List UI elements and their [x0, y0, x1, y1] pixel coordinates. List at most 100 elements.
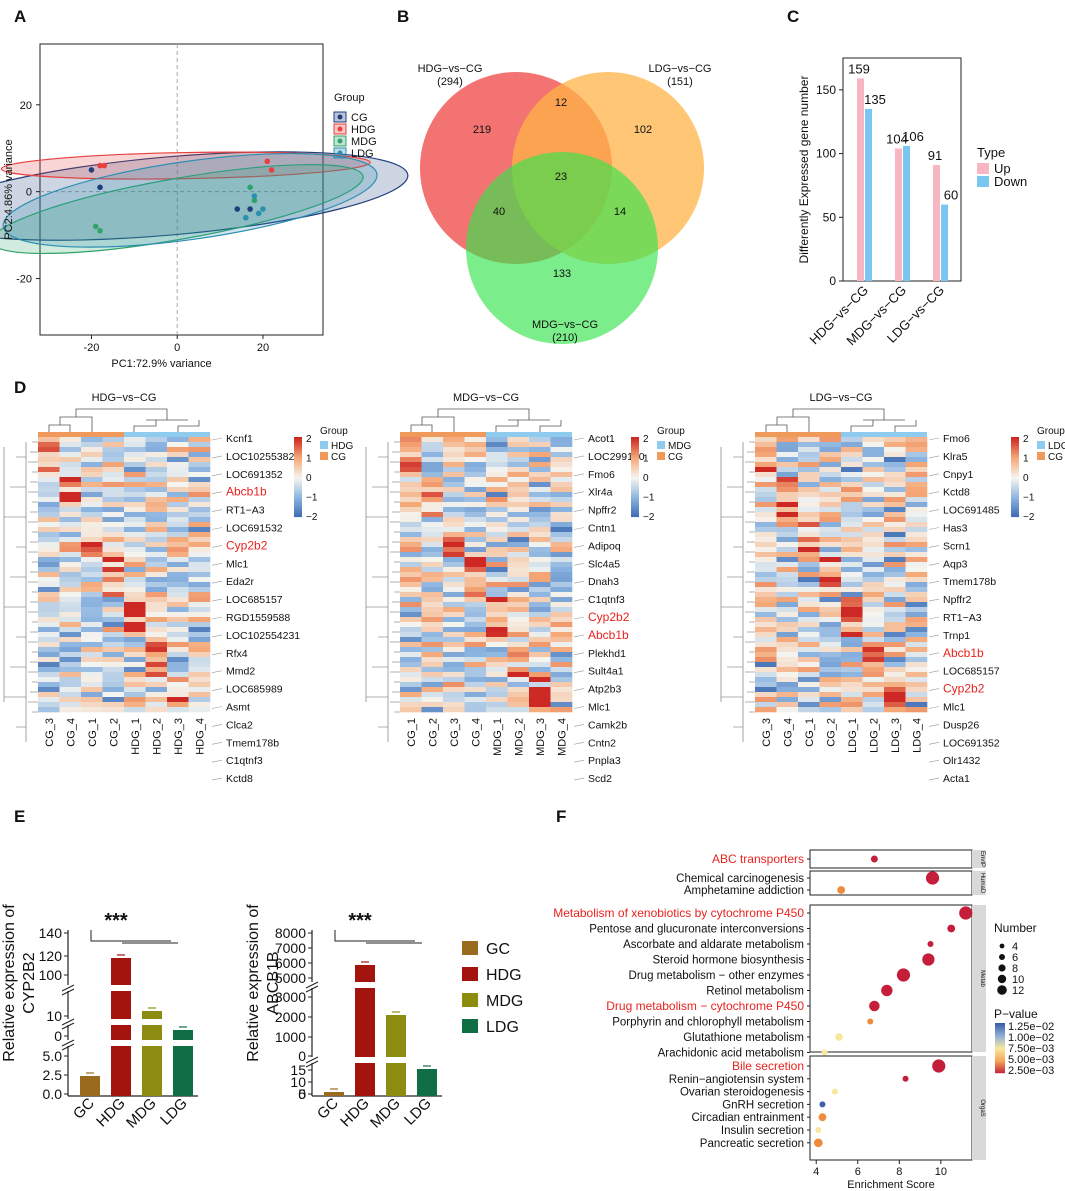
color-scale-step [294, 461, 302, 464]
heatmap-cell [124, 447, 146, 453]
gene-connector [211, 759, 223, 763]
column-label: MDG_1 [492, 718, 504, 756]
heatmap-cell [59, 592, 82, 598]
gene-label: Cyp2b2 [226, 538, 268, 552]
heatmap-cell [841, 507, 863, 513]
heatmap-cell [798, 482, 820, 488]
heatmap-cell [167, 577, 189, 583]
heatmap-cell [81, 682, 103, 688]
venn-set-size-mdg: (210) [552, 332, 578, 344]
heatmap-cell [102, 492, 125, 498]
heatmap-cell [776, 602, 799, 608]
heatmap-cell [776, 477, 799, 483]
heatmap-cell [124, 607, 146, 613]
heatmap-cell [464, 697, 487, 703]
heatmap-cell [443, 577, 465, 583]
heatmap-cell [188, 437, 211, 443]
heatmap-cell [38, 467, 60, 473]
heatmap-cell [400, 707, 422, 713]
color-scale-step [1011, 451, 1019, 454]
color-legend-step [995, 1061, 1005, 1063]
color-legend-step [995, 1034, 1005, 1036]
heatmap-cell [421, 502, 444, 508]
gene-connector [928, 580, 940, 584]
group-bar-cell [188, 432, 210, 437]
heatmap-cell [102, 642, 125, 648]
heatmap-cell [421, 542, 444, 548]
color-scale-step [1011, 473, 1019, 476]
heatmap-cell [905, 477, 928, 483]
heatmap-cell [59, 477, 82, 483]
gene-label: Mlc1 [226, 558, 248, 570]
row-dendrogram [720, 441, 755, 742]
heatmap-cell [38, 442, 60, 448]
heatmap-cell [443, 602, 465, 608]
heatmap-cell [400, 687, 422, 693]
heatmap-cell [421, 657, 444, 663]
heatmap-cell [59, 637, 82, 643]
color-scale-step [294, 481, 302, 484]
heatmap-cell [755, 562, 777, 568]
heatmap-cell [529, 562, 551, 568]
heatmap-cell [124, 547, 146, 553]
column-label: CG_1 [406, 718, 418, 747]
heatmap-cell [59, 557, 82, 563]
heatmap-cell [145, 487, 168, 493]
gene-label: LOC102553828 [226, 451, 300, 463]
y-tick-label: 2.5 [43, 1067, 63, 1083]
heatmap-cell [188, 702, 211, 708]
heatmap-cell [755, 467, 777, 473]
heatmap-cell [798, 547, 820, 553]
heatmap-cell [81, 582, 103, 588]
heatmap-cell [550, 572, 573, 578]
heatmap-cell [145, 612, 168, 618]
heatmap-cell [819, 657, 842, 663]
size-legend-dot [999, 943, 1005, 949]
heatmap-cell [464, 602, 487, 608]
gene-label: Adipoq [588, 540, 621, 552]
heatmap-cell [167, 602, 189, 608]
point-MDG-1 [97, 227, 103, 234]
heatmap-cell [905, 677, 928, 683]
heatmap-cell [776, 512, 799, 518]
heatmap-cell [755, 657, 777, 663]
group-bar-cell [841, 432, 863, 437]
heatmap-D1: HDG−vs−CGKcnf1LOC102553828LOC691352Abcb1… [3, 392, 353, 785]
heatmap-cell [464, 462, 487, 468]
color-scale-step [1011, 449, 1019, 452]
bar-label: 104 [886, 131, 908, 146]
heatmap-cell [464, 537, 487, 543]
heatmap-cell [486, 592, 508, 598]
color-scale-step [1011, 437, 1019, 440]
column-label: CG_2 [427, 718, 439, 747]
heatmap-cell [421, 477, 444, 483]
heatmap-cell [400, 477, 422, 483]
heatmap-cell [421, 582, 444, 588]
y-tick-label: 5000 [275, 970, 306, 986]
heatmap-cell [819, 457, 842, 463]
x-tick-label: 10 [935, 1166, 947, 1178]
color-legend-step [995, 1053, 1005, 1055]
point-CG-1 [97, 184, 103, 191]
heatmap-cell [529, 622, 551, 628]
heatmap-cell [529, 487, 551, 493]
venn-count-lm: 14 [614, 206, 626, 218]
group-bar-cell [400, 432, 422, 437]
pathway-dot [896, 968, 911, 982]
group-legend-label: CG [1048, 452, 1063, 463]
gene-label: Fmo6 [943, 433, 970, 445]
heatmap-cell [59, 532, 82, 538]
group-bar-cell [755, 432, 777, 437]
heatmap-cell [464, 452, 487, 458]
heatmap-cell [841, 672, 863, 678]
color-legend-step [995, 1035, 1005, 1037]
heatmap-cell [464, 497, 487, 503]
heatmap-cell [38, 507, 60, 513]
heatmap-cell [38, 597, 60, 603]
heatmap-cell [755, 577, 777, 583]
heatmap-cell [400, 632, 422, 638]
heatmap-cell [59, 702, 82, 708]
heatmap-cell [443, 582, 465, 588]
heatmap-cell [145, 527, 168, 533]
heatmap-cell [167, 702, 189, 708]
